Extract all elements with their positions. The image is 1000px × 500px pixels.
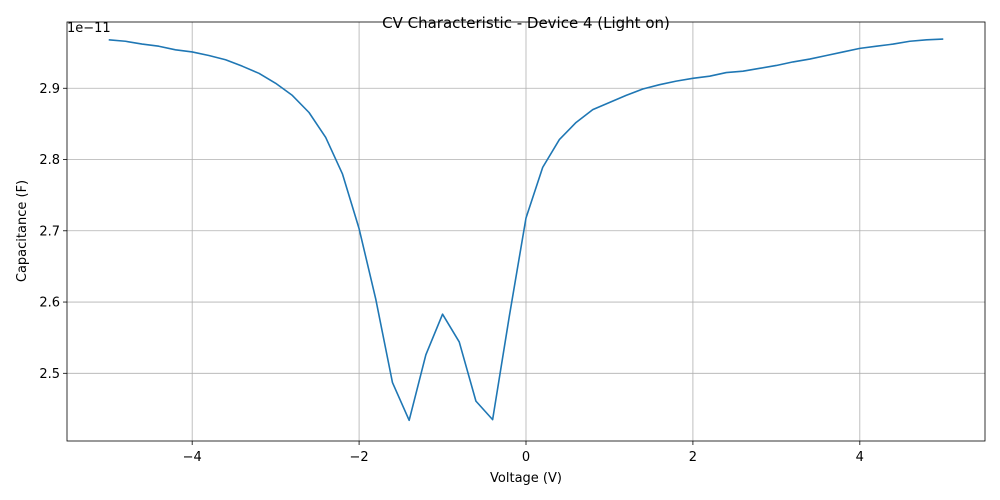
x-tick-label: 4	[856, 450, 864, 465]
y-tick-label: 2.8	[39, 153, 60, 168]
x-tick-label: 0	[522, 450, 530, 465]
y-tick-label: 2.6	[39, 296, 60, 311]
x-tick-label: −2	[350, 450, 369, 465]
y-tick-label: 2.9	[39, 82, 60, 97]
x-tick-label: −4	[183, 450, 202, 465]
axis-ticks: −4 −2 0 2 4 2.5 2.6 2.7 2.8 2.9	[39, 82, 864, 465]
plot-area	[108, 38, 944, 422]
y-tick-label: 2.7	[39, 224, 60, 239]
x-tick-label: 2	[689, 450, 697, 465]
chart-title: CV Characteristic - Device 4 (Light on)	[382, 14, 670, 32]
grid-lines	[67, 22, 985, 441]
y-axis-offset-label: 1e−11	[67, 21, 111, 36]
y-axis-label: Capacitance (F)	[15, 180, 30, 282]
series-line	[108, 38, 944, 422]
x-axis-label: Voltage (V)	[490, 471, 562, 486]
y-tick-label: 2.5	[39, 367, 60, 382]
